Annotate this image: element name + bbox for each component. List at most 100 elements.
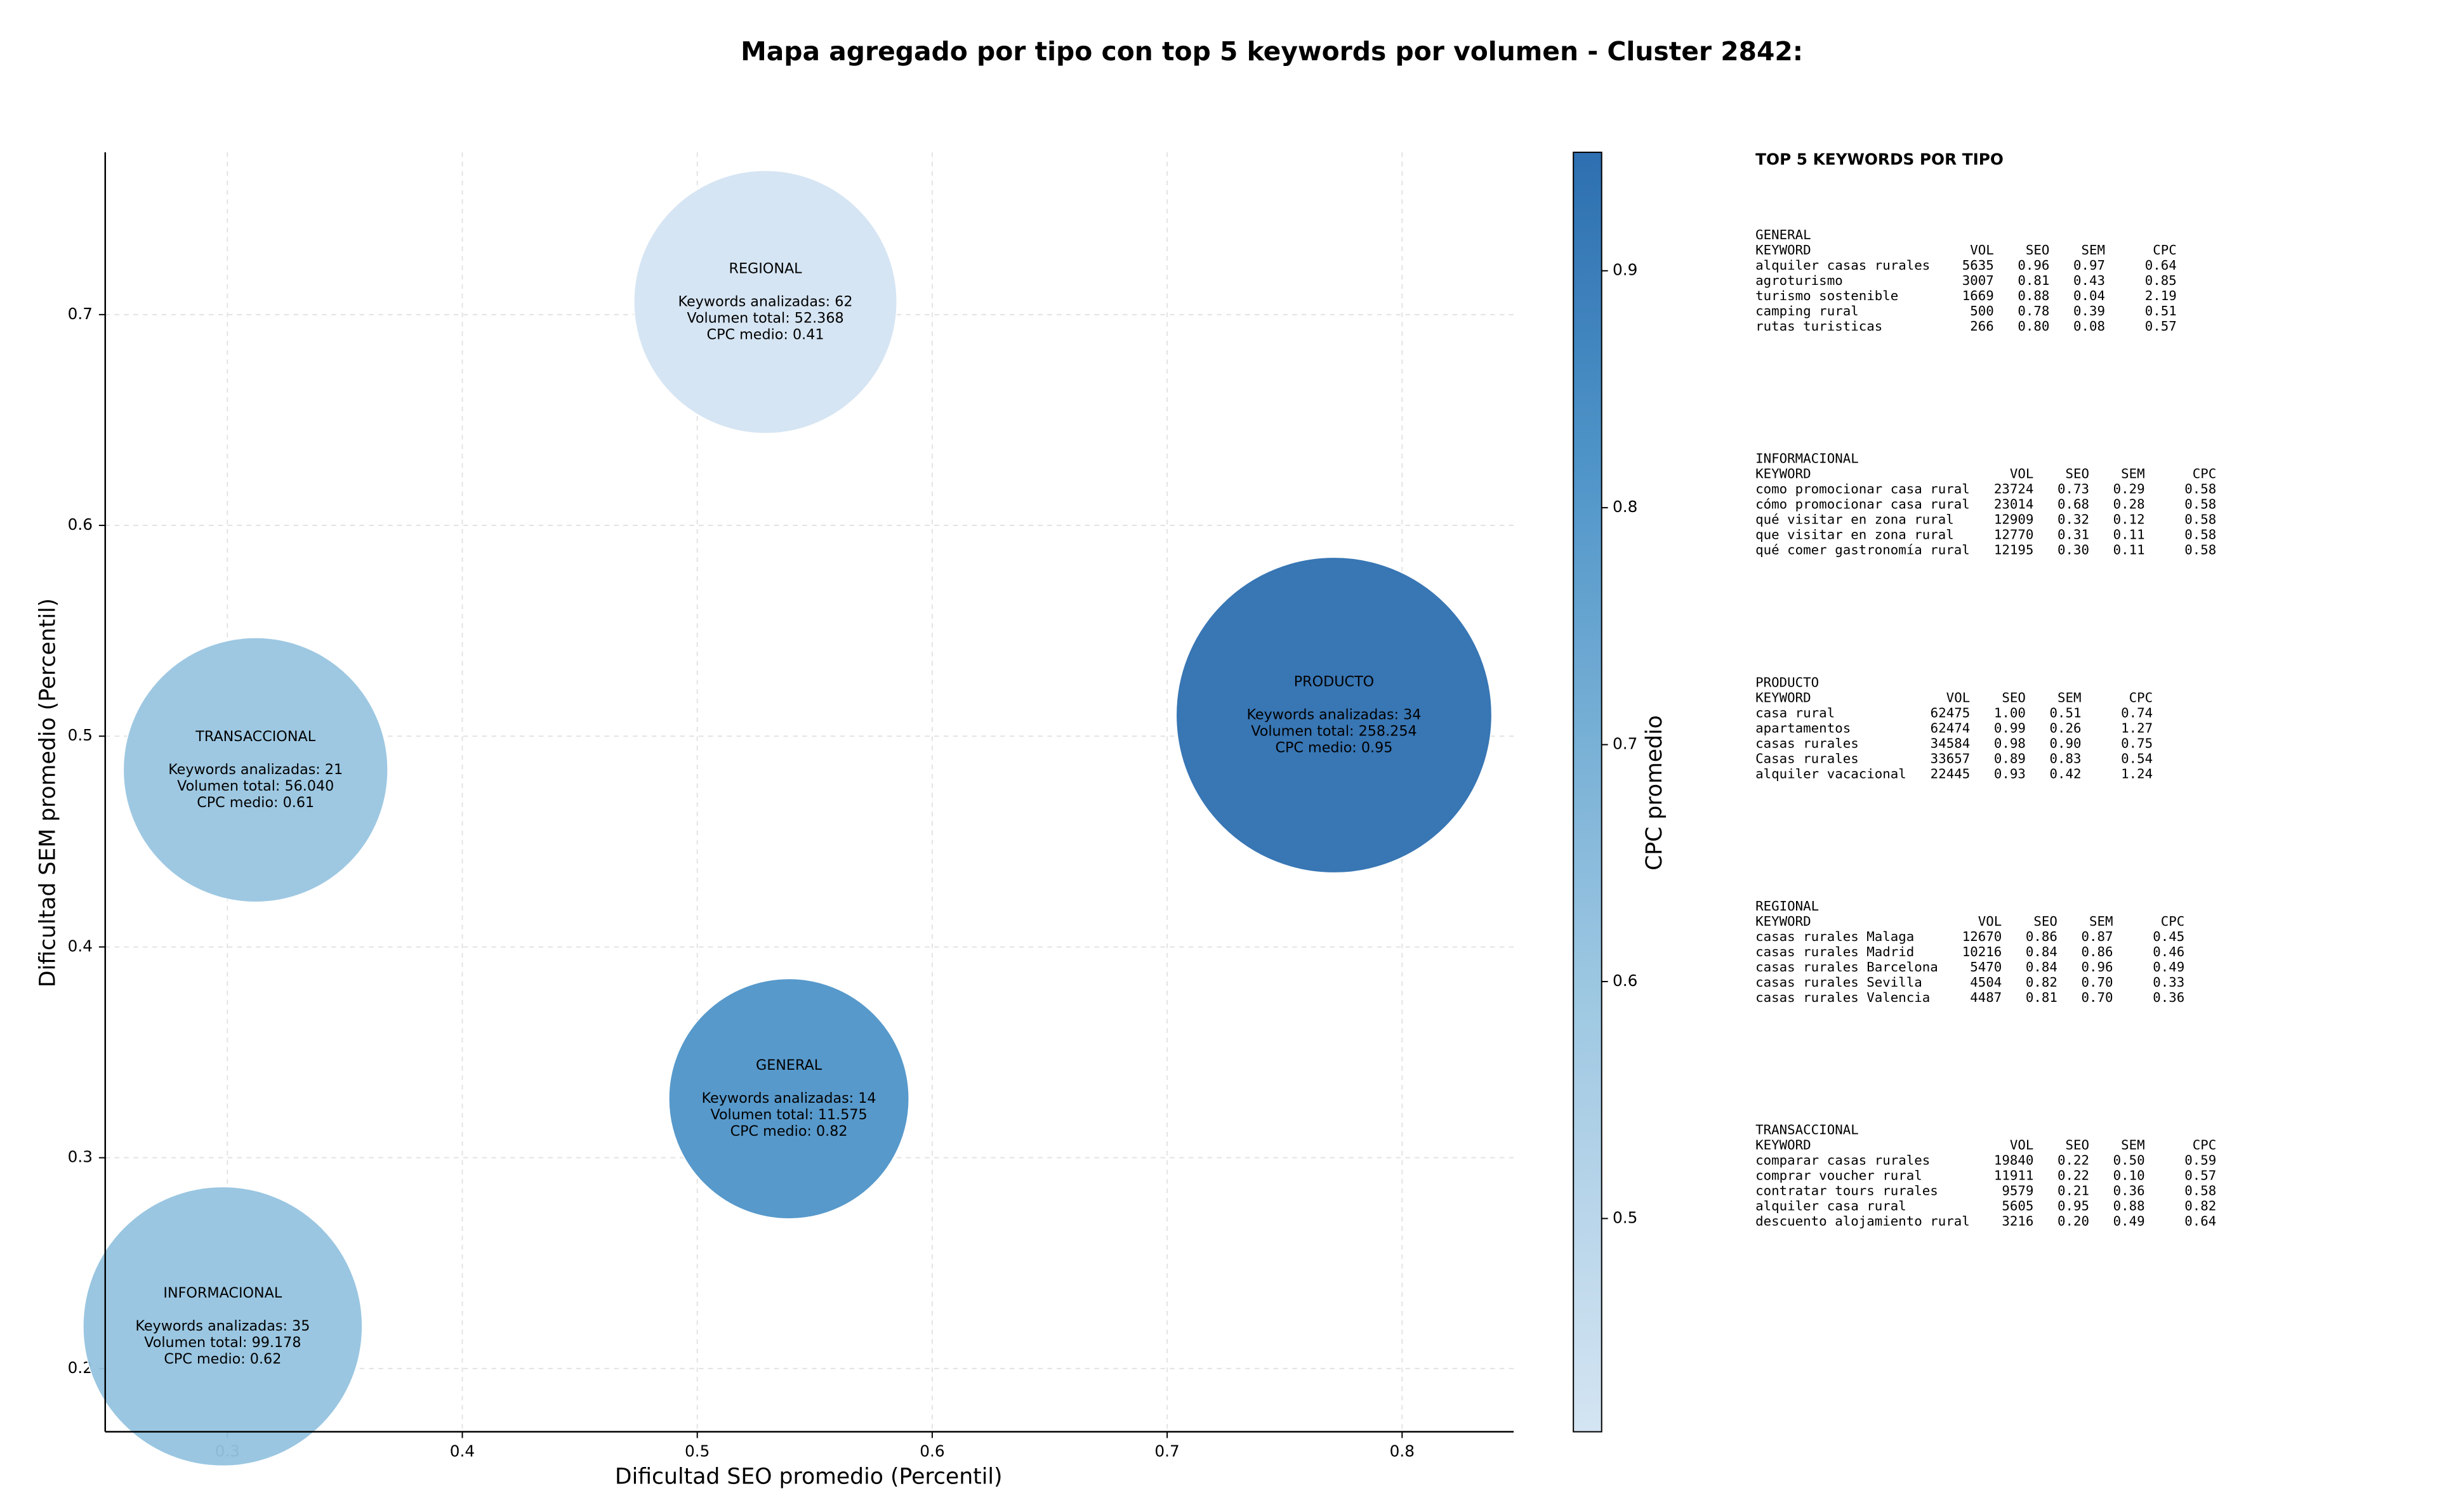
bubble-annotation: Volumen total: 11.575: [710, 1107, 867, 1123]
table-cell: 0.81: [2018, 273, 2049, 288]
table-cell: como promocionar casa rural: [1755, 482, 1970, 497]
table-cell: 3007: [1962, 273, 1994, 288]
table-header: CPC: [2129, 690, 2153, 705]
colorbar-tick-label: 0.6: [1613, 971, 1637, 990]
group-name: GENERAL: [1755, 227, 1811, 242]
table-cell: 0.11: [2113, 542, 2145, 558]
x-tick-label: 0.7: [1154, 1442, 1179, 1461]
table-cell: 0.57: [2145, 319, 2177, 334]
table-cell: 0.64: [2184, 1213, 2216, 1228]
table-cell: 0.82: [2026, 975, 2057, 990]
table-cell: casas rurales Valencia: [1755, 990, 1930, 1005]
table-cell: casas rurales Barcelona: [1755, 959, 1938, 975]
table-cell: agroturismo: [1755, 273, 1843, 288]
table-cell: 0.22: [2057, 1167, 2089, 1183]
table-cell: 0.50: [2113, 1152, 2145, 1167]
table-cell: 0.30: [2057, 542, 2089, 558]
table-header: SEM: [2121, 466, 2145, 482]
y-tick-label: 0.3: [68, 1148, 93, 1166]
table-cell: casas rurales Madrid: [1755, 944, 1914, 959]
table-cell: 0.49: [2113, 1213, 2145, 1228]
table-header: KEYWORD: [1755, 914, 1811, 929]
table-cell: 19840: [1994, 1152, 2034, 1167]
bubble-annotation: Keywords analizadas: 35: [135, 1318, 310, 1334]
table-cell: 266: [1970, 319, 1994, 334]
table-cell: 12909: [1994, 512, 2034, 527]
table-cell: 12770: [1994, 527, 2034, 542]
table-cell: apartamentos: [1755, 720, 1851, 735]
bubble-annotation: CPC medio: 0.61: [197, 794, 314, 811]
table-cell: 0.42: [2049, 766, 2081, 781]
bubble: [83, 1186, 363, 1467]
table-cell: 0.64: [2145, 258, 2177, 273]
table-cell: 0.11: [2113, 527, 2145, 542]
table-cell: 5470: [1970, 959, 2002, 975]
bubble: [122, 637, 388, 903]
table-cell: 0.33: [2153, 975, 2184, 990]
bubble-annotation: CPC medio: 0.95: [1275, 739, 1392, 756]
table-cell: 0.96: [2018, 258, 2049, 273]
bubble-annotation: Volumen total: 52.368: [687, 310, 843, 326]
table-cell: 1.27: [2121, 720, 2153, 735]
y-tick-label: 0.4: [68, 937, 93, 955]
table-cell: 0.12: [2113, 512, 2145, 527]
table-cell: 4504: [1970, 975, 2002, 990]
table-cell: 0.58: [2184, 1183, 2216, 1198]
colorbar-tick-label: 0.7: [1613, 735, 1637, 753]
bubble-annotation: Volumen total: 99.178: [144, 1334, 301, 1351]
table-cell: 0.45: [2153, 929, 2184, 944]
table-cell: 12670: [1962, 929, 2002, 944]
table-cell: 0.95: [2057, 1198, 2089, 1213]
table-cell: 0.08: [2073, 319, 2105, 334]
table-cell: 0.58: [2184, 512, 2216, 527]
table-cell: 0.86: [2082, 944, 2113, 959]
group-name: TRANSACCIONAL: [1755, 1122, 1859, 1137]
table-cell: casas rurales: [1755, 735, 1859, 751]
table-header: SEO: [2065, 1137, 2089, 1152]
table-cell: 0.28: [2113, 497, 2145, 512]
table-cell: 23014: [1994, 497, 2034, 512]
table-header: KEYWORD: [1755, 690, 1811, 705]
table-cell: 0.89: [1994, 751, 2026, 766]
table-cell: rutas turisticas: [1755, 319, 1882, 334]
table-cell: 0.31: [2057, 527, 2089, 542]
table-cell: 0.85: [2145, 273, 2177, 288]
table-cell: 0.84: [2026, 959, 2057, 975]
table-cell: 0.82: [2184, 1198, 2216, 1213]
table-cell: 0.36: [2153, 990, 2184, 1005]
table-cell: 0.10: [2113, 1167, 2145, 1183]
table-cell: 0.21: [2057, 1183, 2089, 1198]
table-cell: 0.75: [2121, 735, 2153, 751]
table-header: SEO: [2065, 466, 2089, 482]
table-cell: 0.98: [1994, 735, 2026, 751]
table-cell: descuento alojamiento rural: [1755, 1213, 1970, 1228]
table-cell: 0.32: [2057, 512, 2089, 527]
bubble-label: GENERAL: [756, 1057, 822, 1074]
table-cell: 22445: [1931, 766, 1971, 781]
panel-title: TOP 5 KEYWORDS POR TIPO: [1755, 150, 2004, 168]
table-header: VOL: [1978, 914, 2002, 929]
table-cell: 62474: [1931, 720, 1971, 735]
colorbar: [1573, 152, 1602, 1433]
table-header: CPC: [2153, 242, 2177, 258]
table-cell: 0.88: [2113, 1198, 2145, 1213]
table-cell: 34584: [1931, 735, 1971, 751]
bubble-annotation: CPC medio: 0.41: [707, 326, 824, 343]
table-cell: 62475: [1931, 705, 1971, 720]
table-cell: 0.04: [2073, 288, 2105, 303]
table-cell: turismo sostenible: [1755, 288, 1898, 303]
table-cell: Casas rurales: [1755, 751, 1859, 766]
table-cell: 5605: [2002, 1198, 2033, 1213]
table-cell: 500: [1970, 303, 1994, 319]
table-cell: 5635: [1962, 258, 1994, 273]
table-cell: 0.86: [2026, 929, 2057, 944]
table-header: KEYWORD: [1755, 242, 1811, 258]
table-cell: 0.57: [2184, 1167, 2216, 1183]
y-tick-label: 0.6: [68, 515, 93, 534]
bubble-label: REGIONAL: [729, 260, 802, 277]
table-cell: 0.88: [2018, 288, 2049, 303]
table-cell: 1.00: [1994, 705, 2026, 720]
table-cell: 0.70: [2082, 975, 2113, 990]
colorbar-tick-label: 0.8: [1613, 497, 1637, 516]
